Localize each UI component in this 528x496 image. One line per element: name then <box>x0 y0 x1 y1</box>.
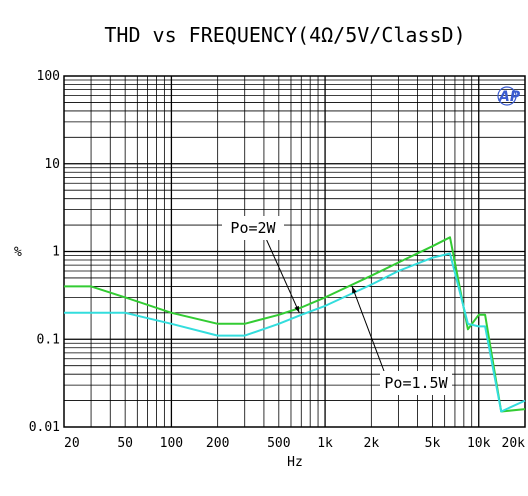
y-axis-label: % <box>14 245 22 260</box>
x-tick-label: 100 <box>160 436 183 451</box>
annotations: Po=2W Po=1.5W <box>222 216 452 395</box>
x-tick-label: 50 <box>117 436 133 451</box>
x-tick-label: 500 <box>267 436 290 451</box>
chart-title: THD vs FREQUENCY(4Ω/5V/ClassD) <box>104 23 465 47</box>
series-lines <box>64 236 526 413</box>
y-tick-labels: 0.01 0.1 1 10 100 <box>29 69 60 435</box>
x-tick-label: 20 <box>64 436 80 451</box>
x-tick-label: 10k <box>467 436 491 451</box>
x-tick-label: 5k <box>425 436 441 451</box>
annotation-arrowhead <box>294 305 300 313</box>
y-tick-label: 0.01 <box>29 420 60 435</box>
annotation-box <box>380 371 452 395</box>
annotation-leader <box>266 239 300 314</box>
annotation-label: Po=1.5W <box>384 374 448 392</box>
y-tick-label: 10 <box>44 157 60 172</box>
x-tick-label: 200 <box>206 436 229 451</box>
x-tick-label: 20k <box>502 436 526 451</box>
y-tick-label: 0.1 <box>37 332 60 347</box>
annotation-arrowhead <box>352 286 357 294</box>
annotation-label: Po=2W <box>230 219 276 237</box>
ap-logo: AP <box>497 86 521 106</box>
series-line-1 <box>64 236 526 413</box>
y-tick-label: 1 <box>52 245 60 260</box>
plot-frame <box>63 75 526 428</box>
grid <box>64 76 525 427</box>
x-axis-label: Hz <box>287 455 303 470</box>
svg-text:AP: AP <box>498 89 521 105</box>
x-tick-label: 2k <box>364 436 380 451</box>
annotation-leader <box>351 286 385 372</box>
x-tick-labels: 20 50 100 200 500 1k 2k 5k 10k 20k <box>64 436 525 451</box>
series-line-2 <box>64 252 526 413</box>
annotation-box <box>222 216 284 240</box>
y-tick-label: 100 <box>37 69 60 84</box>
x-tick-label: 1k <box>317 436 333 451</box>
